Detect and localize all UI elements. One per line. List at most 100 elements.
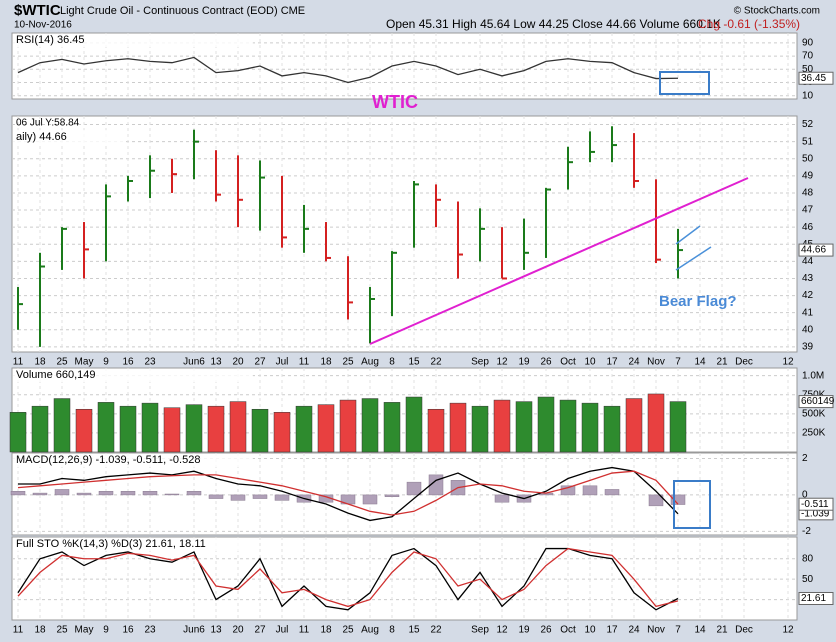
histogram-bar bbox=[76, 492, 92, 496]
x-tick-label: 17 bbox=[606, 625, 618, 636]
x-tick-label: 24 bbox=[628, 357, 640, 368]
y-tick-label: 43 bbox=[802, 273, 814, 284]
volume-bar bbox=[229, 401, 247, 453]
histogram-bar bbox=[274, 494, 290, 501]
histogram-bar bbox=[230, 494, 246, 501]
volume-bar bbox=[647, 393, 665, 453]
x-tick-label: Nov bbox=[647, 357, 665, 368]
x-tick-label: 22 bbox=[430, 625, 442, 636]
annotation: WTIC bbox=[372, 92, 418, 112]
x-tick-label: 21 bbox=[716, 625, 728, 636]
x-tick-label: 14 bbox=[694, 357, 706, 368]
note: 06 Jul Y:58.84 bbox=[16, 118, 80, 129]
y-tick-label: 42 bbox=[802, 290, 814, 301]
volume-bar bbox=[119, 405, 137, 453]
highlight-box bbox=[673, 480, 711, 529]
x-tick-label: 25 bbox=[56, 625, 68, 636]
x-tick-label: 25 bbox=[342, 625, 354, 636]
volume-bar bbox=[405, 396, 423, 453]
histogram-bar bbox=[208, 494, 224, 499]
volume-bar bbox=[361, 398, 379, 453]
x-tick-label: 27 bbox=[254, 357, 266, 368]
x-tick-label: 21 bbox=[716, 357, 728, 368]
volume-bar bbox=[669, 401, 687, 453]
volume-bar bbox=[53, 398, 71, 453]
value-label: 660149 bbox=[801, 396, 835, 407]
histogram-bar bbox=[648, 494, 664, 507]
x-tick-label: 19 bbox=[518, 357, 530, 368]
x-tick-label: Jun6 bbox=[183, 625, 205, 636]
value-label: -1.039 bbox=[801, 508, 830, 519]
histogram-bar bbox=[362, 494, 378, 505]
x-tick-label: 9 bbox=[103, 625, 109, 636]
x-tick-label: Oct bbox=[560, 625, 576, 636]
y-tick-label: 10 bbox=[802, 90, 814, 101]
panel-title: RSI(14) 36.45 bbox=[16, 34, 84, 46]
volume-bar bbox=[383, 402, 401, 453]
date: 10-Nov-2016 bbox=[14, 20, 72, 31]
x-tick-label: 11 bbox=[299, 625, 310, 636]
volume-bar bbox=[471, 405, 489, 453]
volume-bar bbox=[317, 404, 335, 453]
panel-title: MACD(12,26,9) -1.039, -0.511, -0.528 bbox=[16, 454, 200, 466]
x-tick-label: 12 bbox=[496, 625, 508, 636]
value-box bbox=[798, 243, 834, 257]
histogram-bar bbox=[164, 493, 180, 496]
panel-title: Full STO %K(14,3) %D(3) 21.61, 18.11 bbox=[16, 538, 206, 550]
y-tick-label: 50 bbox=[802, 153, 814, 164]
x-tick-label: Jul bbox=[276, 357, 289, 368]
value-label: 44.66 bbox=[801, 245, 826, 256]
x-tick-label: 26 bbox=[540, 357, 552, 368]
x-tick-label: 22 bbox=[430, 357, 442, 368]
volume-bar bbox=[493, 399, 511, 453]
y-tick-label: 47 bbox=[802, 205, 814, 216]
y-tick-label: 50 bbox=[802, 64, 814, 75]
y-tick-label: 46 bbox=[802, 222, 814, 233]
x-tick-label: Aug bbox=[361, 625, 379, 636]
y-tick-label: 0 bbox=[802, 490, 808, 501]
x-tick-label: 19 bbox=[518, 625, 530, 636]
y-tick-label: 750K bbox=[802, 389, 826, 400]
y-tick-label: 70 bbox=[802, 51, 814, 62]
legend-bg bbox=[13, 538, 253, 551]
volume-bar bbox=[427, 408, 445, 453]
x-tick-label: 18 bbox=[34, 625, 46, 636]
x-tick-label: Oct bbox=[560, 357, 576, 368]
value-label: 21.61 bbox=[801, 593, 826, 604]
volume-bar bbox=[251, 408, 269, 453]
x-tick-label: 25 bbox=[342, 357, 354, 368]
histogram-bar bbox=[120, 491, 136, 496]
volume-bar bbox=[603, 405, 621, 453]
volume-bar bbox=[9, 412, 27, 453]
y-tick-label: 80 bbox=[802, 553, 814, 564]
x-tick-label: 15 bbox=[408, 625, 420, 636]
x-tick-label: 24 bbox=[628, 625, 640, 636]
histogram-bar bbox=[186, 491, 202, 496]
volume-bar bbox=[295, 405, 313, 453]
volume-bar bbox=[625, 398, 643, 453]
histogram-bar bbox=[54, 489, 70, 496]
x-tick-label: 17 bbox=[606, 357, 618, 368]
panel-title: Volume 660,149 bbox=[16, 369, 96, 381]
volume-bar bbox=[581, 402, 599, 453]
value-label: 36.45 bbox=[801, 73, 826, 84]
histogram-bar bbox=[142, 491, 158, 496]
value-box bbox=[798, 71, 834, 85]
x-tick-label: 12 bbox=[782, 357, 794, 368]
x-tick-label: 9 bbox=[103, 357, 109, 368]
highlight-box bbox=[659, 71, 710, 95]
x-tick-label: 16 bbox=[122, 625, 134, 636]
x-tick-label: 13 bbox=[210, 625, 222, 636]
histogram-bar bbox=[560, 485, 576, 496]
volume-bar bbox=[339, 399, 357, 453]
volume-bar bbox=[515, 401, 533, 453]
value-box bbox=[798, 395, 834, 409]
x-tick-label: Nov bbox=[647, 625, 665, 636]
symbol: $WTIC bbox=[14, 2, 61, 19]
x-tick-label: Sep bbox=[471, 625, 489, 636]
legend-bg bbox=[13, 130, 125, 143]
x-tick-label: 23 bbox=[144, 357, 156, 368]
x-tick-label: 15 bbox=[408, 357, 420, 368]
